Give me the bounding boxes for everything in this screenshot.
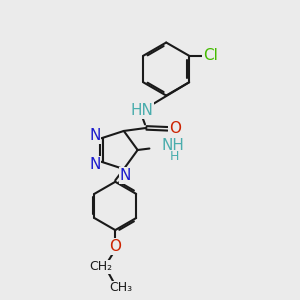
Text: O: O [109,239,121,254]
Text: CH₃: CH₃ [110,281,133,294]
Text: O: O [169,121,181,136]
Text: N: N [89,157,100,172]
Text: Cl: Cl [203,48,218,63]
Text: N: N [89,128,100,143]
Text: H: H [170,150,179,163]
Text: CH₂: CH₂ [89,260,112,273]
Text: N: N [120,168,131,183]
Text: HN: HN [130,103,153,118]
Text: NH: NH [161,138,184,153]
